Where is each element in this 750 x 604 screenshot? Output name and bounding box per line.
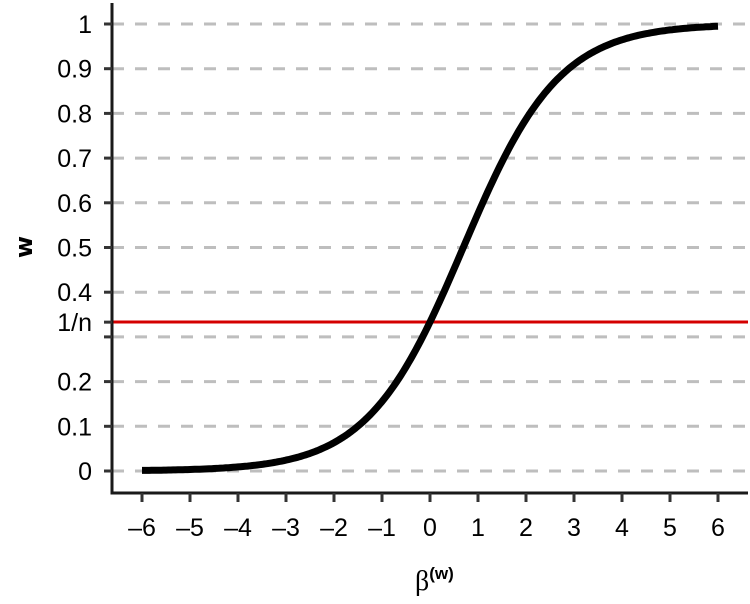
x-axis-ticks: –6 –5 –4 –3 –2 –1 0 1 2 3 4 5 6 [128, 493, 725, 542]
sigmoid-curve [140, 22, 720, 474]
y-tick-label: 0 [78, 458, 92, 486]
x-tick-label: –5 [176, 514, 204, 542]
x-tick-label: 4 [615, 514, 629, 542]
x-tick-label: 0 [423, 514, 437, 542]
x-axis-label-superscript: (w) [429, 564, 454, 583]
y-tick-label: 0.5 [57, 235, 92, 263]
y-tick-label: 0.4 [57, 279, 92, 307]
y-tick-label: 0.9 [57, 56, 92, 84]
sigmoid-path [140, 22, 720, 474]
y-tick-label: 0.7 [57, 145, 92, 173]
x-tick-label: –3 [272, 514, 300, 542]
x-tick-label: 3 [567, 514, 581, 542]
x-tick-label: 6 [711, 514, 725, 542]
x-tick-label: –2 [320, 514, 348, 542]
y-tick-label: 0.1 [57, 413, 92, 441]
x-tick-label: –1 [368, 514, 396, 542]
x-axis-label-beta: β [415, 566, 429, 597]
y-tick-label: 0.2 [57, 369, 92, 397]
x-tick-label: 1 [471, 514, 485, 542]
y-axis-ticks: 0 0.1 0.2 1/n0.4 0.5 0.6 0.7 0.8 0.9 1 [57, 11, 112, 486]
x-tick-label: –6 [128, 514, 156, 542]
x-tick-label: –4 [224, 514, 252, 542]
x-tick-label: 5 [663, 514, 677, 542]
y-tick-label: 1 [78, 11, 92, 39]
y-axis-label: w [10, 236, 38, 258]
y-tick-label: 0.8 [57, 100, 92, 128]
x-axis-label: β(w) [415, 564, 454, 597]
y-tick-label: 0.6 [57, 190, 92, 218]
y-tick-label: 1/n [57, 309, 92, 337]
grid-lines [112, 22, 748, 473]
x-tick-label: 2 [519, 514, 533, 542]
